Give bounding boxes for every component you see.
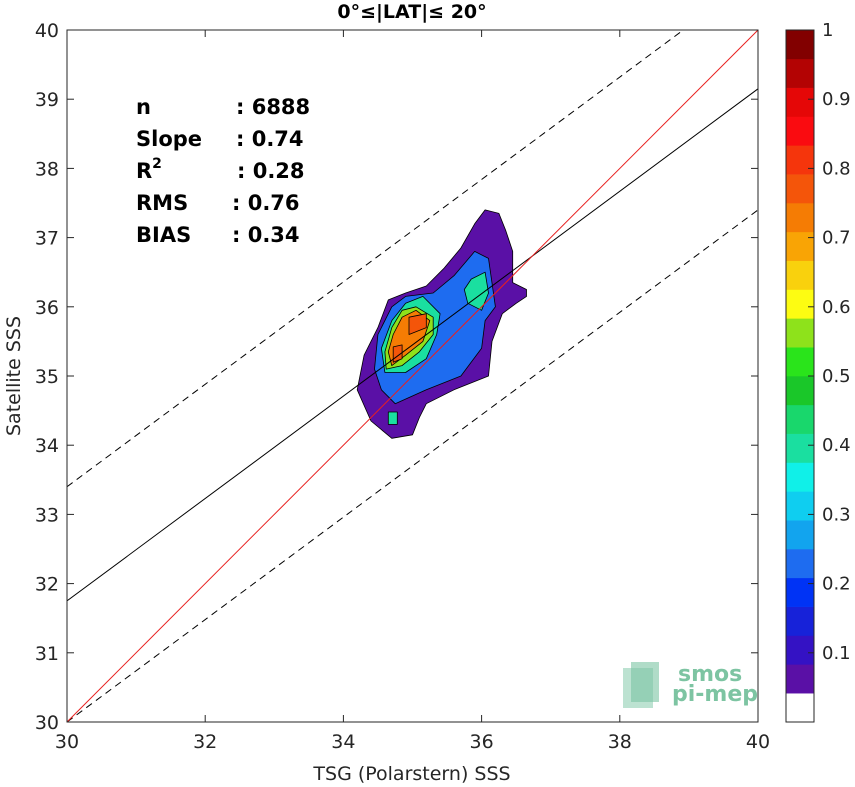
colorbar-cell xyxy=(786,58,814,88)
colorbar-tick-label: 0.3 xyxy=(822,504,851,525)
colorbar-tick-label: 1 xyxy=(822,20,833,41)
x-tick-label: 32 xyxy=(193,731,217,753)
y-tick-label: 33 xyxy=(35,504,59,526)
reference-lines xyxy=(67,30,758,722)
colorbar-cell xyxy=(786,231,814,261)
stat-value: : 0.28 xyxy=(237,159,305,183)
y-tick-label: 35 xyxy=(35,366,59,388)
colorbar-tick-label: 0.7 xyxy=(822,228,851,249)
stat-value: : 0.34 xyxy=(232,223,300,247)
logo-line1: smos xyxy=(678,662,742,687)
y-tick-label: 36 xyxy=(35,297,59,319)
y-ticks: 30 31 32 33 34 35 36 37 38 39 40 xyxy=(35,20,758,734)
stat-value: : 6888 xyxy=(236,95,310,119)
colorbar-cell xyxy=(786,664,814,694)
contour-2 xyxy=(463,271,489,311)
colorbar-cell xyxy=(786,693,814,723)
contour-7 xyxy=(408,313,427,335)
colorbar-cell xyxy=(786,404,814,434)
colorbar-cell xyxy=(786,549,814,579)
colorbar-tick-label: 0.5 xyxy=(822,366,851,387)
x-tick-label: 30 xyxy=(55,731,79,753)
colorbar-cell xyxy=(786,260,814,290)
x-axis-label: TSG (Polarstern) SSS xyxy=(312,763,510,785)
y-tick-label: 30 xyxy=(35,712,59,734)
colorbar-tick-label: 0.9 xyxy=(822,89,851,110)
x-tick-label: 38 xyxy=(608,731,632,753)
colorbar-tick-label: 0.1 xyxy=(822,643,851,664)
colorbar-cell xyxy=(786,145,814,175)
y-tick-label: 34 xyxy=(35,435,59,457)
x-tick-label: 40 xyxy=(746,731,770,753)
x-tick-label: 34 xyxy=(331,731,355,753)
identity-line xyxy=(67,30,758,722)
fit-line xyxy=(67,88,758,602)
colorbar-cell xyxy=(786,491,814,521)
x-ticks: 30 32 34 36 38 40 xyxy=(55,30,770,753)
y-tick-label: 39 xyxy=(35,89,59,111)
colorbar-cell xyxy=(786,376,814,406)
colorbar: 0.1 0.2 0.3 0.4 0.5 0.6 0.7 0.8 0.9 1 xyxy=(785,20,851,723)
colorbar-cell xyxy=(786,318,814,348)
colorbar-cell xyxy=(786,116,814,146)
colorbar-cell xyxy=(786,203,814,233)
y-axis-label: Satellite SSS xyxy=(3,316,25,436)
stat-value: : 0.74 xyxy=(236,127,304,151)
chart-title: 0°≤|LAT|≤ 20° xyxy=(337,1,486,23)
y-tick-label: 31 xyxy=(35,643,59,665)
stat-label: RMS xyxy=(136,191,188,215)
colorbar-cell xyxy=(786,30,814,60)
stat-superscript: 2 xyxy=(152,156,162,172)
colorbar-cell xyxy=(786,462,814,492)
stat-label: Slope xyxy=(136,127,202,151)
colorbar-cell xyxy=(786,577,814,607)
colorbar-tick-label: 0.2 xyxy=(822,574,851,595)
colorbar-cell xyxy=(786,606,814,636)
y-tick-label: 32 xyxy=(35,574,59,596)
colorbar-cell xyxy=(786,433,814,463)
colorbar-cell xyxy=(786,289,814,319)
y-tick-label: 38 xyxy=(35,158,59,180)
colorbar-tick-label: 0.6 xyxy=(822,297,851,318)
colorbar-tick-label: 0.8 xyxy=(822,158,851,179)
contour-8 xyxy=(387,411,398,425)
colorbar-cell xyxy=(786,174,814,204)
colorbar-cell xyxy=(786,347,814,377)
y-tick-label: 37 xyxy=(35,228,59,250)
stat-label: n xyxy=(136,95,151,119)
colorbar-cell xyxy=(786,635,814,665)
stat-label: BIAS xyxy=(136,223,191,247)
colorbar-tick-label: 0.4 xyxy=(822,435,851,456)
logo: smos pi-mep xyxy=(623,662,758,708)
logo-line2: pi-mep xyxy=(672,682,758,707)
colorbar-cell xyxy=(786,87,814,117)
stat-value: : 0.76 xyxy=(232,191,300,215)
y-tick-label: 40 xyxy=(35,20,59,42)
contour-layer xyxy=(356,209,527,439)
colorbar-cell xyxy=(786,520,814,550)
x-tick-label: 36 xyxy=(470,731,494,753)
